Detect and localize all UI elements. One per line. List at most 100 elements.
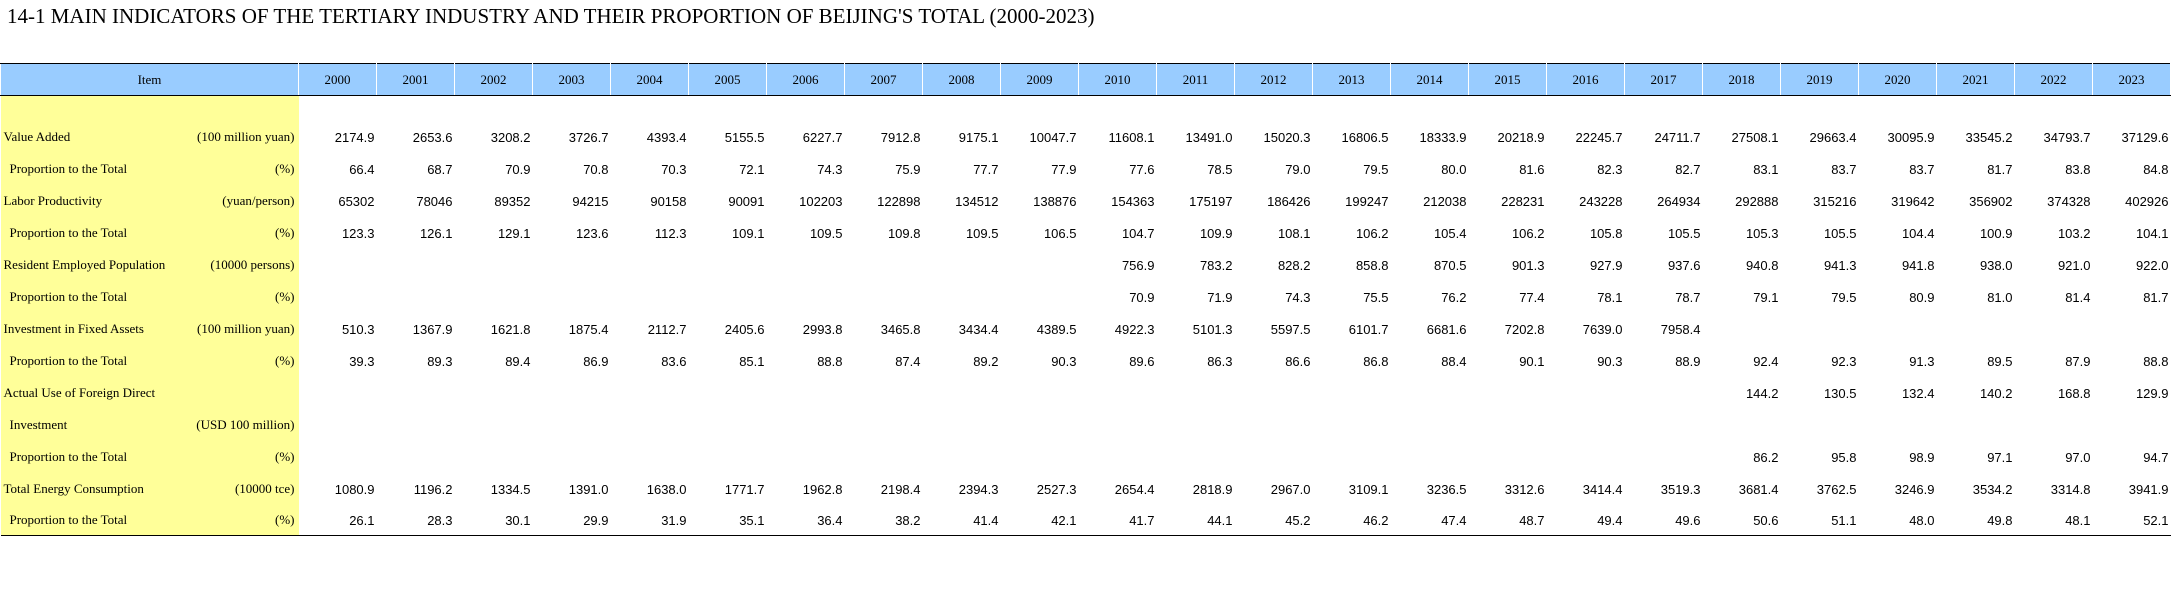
- value-cell: 83.6: [661, 353, 687, 369]
- value-cell: [1703, 313, 1781, 345]
- value-cell: [1781, 313, 1859, 345]
- value-cell: 5155.5: [724, 129, 765, 145]
- value-cell: 88.8: [817, 353, 843, 369]
- value-cell: 84.8: [2143, 161, 2169, 177]
- year-column-header: 2003: [532, 63, 611, 96]
- value-cell: 2198.4: [880, 481, 921, 497]
- value-cell: 6101.7: [1348, 321, 1389, 337]
- row-label: Investment in Fixed Assets: [3, 321, 144, 336]
- value-cell: 29663.4: [1809, 129, 1857, 145]
- item-cell: [0, 95, 299, 121]
- value-cell: 4922.3: [1114, 321, 1155, 337]
- value-cell: 86.2: [1753, 449, 1779, 465]
- value-cell: 123.6: [575, 225, 609, 241]
- value-cell: 85.1: [739, 353, 765, 369]
- year-column-header: 2013: [1312, 63, 1391, 96]
- value-cell: 2653.6: [412, 129, 453, 145]
- empty-cell: [1859, 96, 1937, 122]
- value-cell: 3312.6: [1504, 481, 1545, 497]
- value-cell: 89.2: [973, 353, 999, 369]
- value-cell: [611, 441, 689, 473]
- value-cell: 2527.3: [1036, 481, 1077, 497]
- value-cell: 3519.3: [1660, 481, 1701, 497]
- value-cell: 90.3: [1051, 353, 1077, 369]
- value-cell: 52.1: [2092, 505, 2171, 536]
- empty-cell: [611, 96, 689, 122]
- empty-cell: [1391, 96, 1469, 122]
- value-cell: 11608.1: [1108, 129, 1155, 145]
- value-cell: 41.7: [1078, 505, 1157, 536]
- value-cell: 82.7: [1675, 161, 1701, 177]
- value-cell: [689, 409, 767, 441]
- value-cell: [1157, 441, 1235, 473]
- value-cell: 927.9: [1589, 257, 1623, 273]
- row-label: Value Added: [3, 129, 71, 144]
- value-cell: 374328: [2047, 193, 2091, 209]
- empty-cell: [2093, 96, 2171, 122]
- value-cell: 49.6: [1624, 505, 1703, 536]
- table-row: Labor Productivity (yuan/person) 65302 7804…: [0, 185, 2171, 217]
- value-cell: [299, 409, 377, 441]
- value-cell: 68.7: [427, 161, 453, 177]
- value-cell: [923, 441, 1001, 473]
- value-cell: 83.7: [1831, 161, 1857, 177]
- value-cell: 112.3: [654, 225, 687, 241]
- value-cell: 78046: [416, 193, 453, 209]
- value-cell: [533, 441, 611, 473]
- value-cell: [1469, 441, 1547, 473]
- value-cell: [689, 441, 767, 473]
- value-cell: 123.3: [341, 225, 375, 241]
- value-cell: 79.5: [1363, 161, 1389, 177]
- value-cell: 1196.2: [413, 481, 453, 497]
- value-cell: 89.5: [1987, 353, 2013, 369]
- value-cell: 870.5: [1433, 257, 1467, 273]
- row-label-cell: Proportion to the Total (%): [0, 441, 299, 473]
- value-cell: 130.5: [1823, 385, 1857, 401]
- value-cell: 319642: [1891, 193, 1935, 209]
- row-label: Actual Use of Foreign Direct: [3, 385, 156, 400]
- row-label-cell: Actual Use of Foreign Direct: [0, 377, 299, 409]
- value-cell: 3314.8: [2050, 481, 2091, 497]
- value-cell: [1001, 377, 1079, 409]
- value-cell: [455, 249, 533, 281]
- value-cell: 86.9: [583, 353, 609, 369]
- value-cell: 70.3: [661, 161, 687, 177]
- value-cell: 1638.0: [646, 481, 687, 497]
- value-cell: 78.7: [1675, 289, 1701, 305]
- row-label-cell: Proportion to the Total (%): [0, 505, 299, 536]
- value-cell: 95.8: [1831, 449, 1857, 465]
- value-cell: 1621.8: [490, 321, 531, 337]
- value-cell: [845, 441, 923, 473]
- value-cell: 90158: [650, 193, 687, 209]
- value-cell: 1962.8: [802, 481, 843, 497]
- value-cell: 70.9: [1129, 289, 1155, 305]
- row-unit: (10000 tce): [234, 481, 295, 496]
- value-cell: 2405.6: [724, 321, 765, 337]
- value-cell: 50.6: [1702, 505, 1781, 536]
- value-cell: [1313, 377, 1391, 409]
- value-cell: [1391, 377, 1469, 409]
- row-label-cell: Proportion to the Total (%): [0, 217, 299, 249]
- value-cell: [689, 249, 767, 281]
- value-cell: 77.6: [1129, 161, 1155, 177]
- row-label-cell: Value Added (100 million yuan): [0, 121, 299, 153]
- value-cell: 100.9: [1979, 225, 2013, 241]
- value-cell: 79.1: [1753, 289, 1779, 305]
- value-cell: 83.8: [2065, 161, 2091, 177]
- row-label-cell: Resident Employed Population (10000 perso…: [0, 249, 299, 281]
- table-row: Proportion to the Total (%) 123.3 126.1 129.…: [0, 217, 2171, 249]
- value-cell: [1313, 409, 1391, 441]
- value-cell: [1781, 409, 1859, 441]
- value-cell: [1625, 441, 1703, 473]
- value-cell: 97.1: [1987, 449, 2013, 465]
- value-cell: 82.3: [1597, 161, 1623, 177]
- row-unit: (%): [275, 225, 295, 240]
- value-cell: 77.7: [973, 161, 999, 177]
- empty-cell: [689, 96, 767, 122]
- value-cell: [1547, 441, 1625, 473]
- value-cell: 76.2: [1441, 289, 1467, 305]
- value-cell: [533, 281, 611, 313]
- value-cell: 65302: [338, 193, 375, 209]
- value-cell: 49.4: [1546, 505, 1625, 536]
- value-cell: 901.3: [1511, 257, 1545, 273]
